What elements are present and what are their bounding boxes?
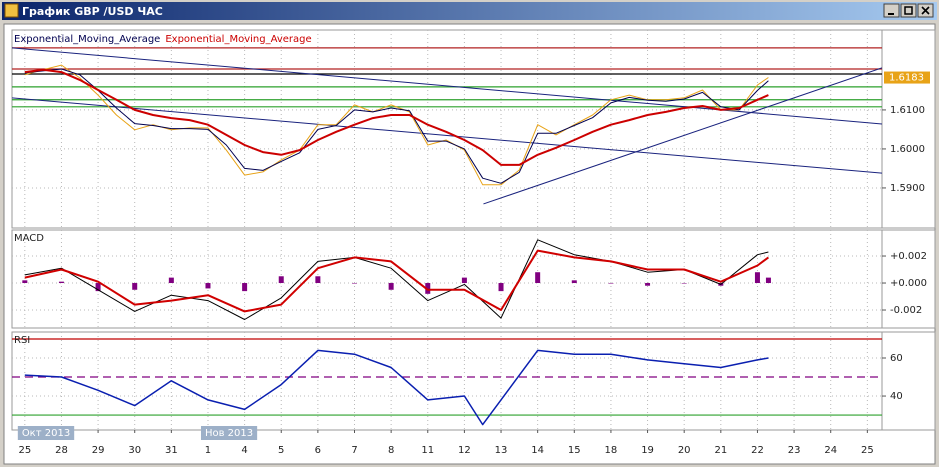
x-tick-label: 5 (278, 445, 284, 456)
plot (12, 30, 882, 228)
series-line (24, 249, 769, 313)
x-tick-label: 7 (351, 445, 357, 456)
period-badge (17, 426, 75, 440)
panel-title: MACD (14, 233, 44, 244)
histogram-bar (571, 280, 577, 284)
plot (12, 332, 882, 430)
window-icon (4, 3, 19, 18)
histogram-bar (278, 276, 284, 284)
y-tick-label: +0.000 (890, 278, 927, 289)
period-label: Нов 2013 (205, 428, 253, 439)
histogram-bar (765, 277, 771, 284)
histogram-bar (645, 283, 651, 286)
x-tick-label: 1 (205, 445, 211, 456)
histogram-bar (754, 272, 760, 284)
histogram-bar (681, 283, 687, 284)
histogram-bar (132, 283, 138, 290)
y-tick-label: 1.5900 (890, 183, 925, 194)
x-tick-label: 18 (605, 445, 618, 456)
x-tick-label: 21 (714, 445, 727, 456)
x-tick-label: 25 (18, 445, 31, 456)
x-tick-label: 22 (751, 445, 764, 456)
histogram-bar (388, 283, 394, 290)
x-tick-label: 20 (678, 445, 691, 456)
histogram-bar (352, 283, 358, 284)
histogram-bar (315, 276, 321, 284)
x-tick-label: 15 (568, 445, 581, 456)
histogram-bar (461, 277, 467, 284)
y-tick-label: +0.002 (890, 251, 927, 262)
window-title: График GBP /USD ЧАС (22, 5, 163, 18)
title-bar (2, 2, 937, 20)
close-glyph (921, 6, 930, 15)
histogram-bar (95, 283, 101, 292)
y-tick-label: 60 (890, 353, 903, 364)
histogram-bar (205, 283, 211, 289)
axis-frame (881, 331, 936, 431)
y-tick-label: 1.6000 (890, 144, 925, 155)
x-tick-label: 13 (495, 445, 508, 456)
maximize-button[interactable] (900, 3, 917, 18)
histogram-bar (242, 283, 248, 292)
x-tick-label: 8 (388, 445, 394, 456)
x-tick-label: 19 (641, 445, 654, 456)
legend-entry: Exponential_Moving_Average (165, 34, 311, 45)
x-tick-label: 12 (458, 445, 471, 456)
x-tick-label: 6 (315, 445, 321, 456)
x-tick-label: 31 (165, 445, 178, 456)
panel-title: RSI (14, 335, 30, 346)
histogram-bar (425, 283, 431, 294)
minimize-button[interactable] (883, 3, 900, 18)
x-tick-label: 11 (421, 445, 434, 456)
x-tick-label: 23 (788, 445, 801, 456)
plot (12, 230, 882, 328)
chart-area (3, 23, 936, 465)
x-tick-label: 29 (92, 445, 105, 456)
y-tick-label: -0.002 (890, 305, 922, 316)
trend-line (12, 47, 882, 125)
x-tick-label: 24 (824, 445, 837, 456)
last-price-label: 1.6183 (889, 73, 924, 84)
maximize-glyph (904, 6, 913, 15)
x-tick-label: 25 (861, 445, 874, 456)
histogram-bar (22, 280, 28, 284)
axis-frame (881, 229, 936, 329)
x-tick-label: 30 (128, 445, 141, 456)
trend-line (483, 67, 882, 205)
y-tick-label: 40 (890, 391, 903, 402)
x-tick-label: 28 (55, 445, 68, 456)
period-label: Окт 2013 (22, 428, 70, 439)
histogram-bar (58, 281, 64, 284)
x-tick-label: 14 (531, 445, 544, 456)
series-line (24, 68, 769, 166)
histogram-bar (168, 277, 174, 284)
series-line (24, 68, 769, 184)
last-price-box (884, 71, 930, 84)
x-tick-label: 4 (241, 445, 247, 456)
legend-entry: Exponential_Moving_Average (14, 34, 160, 45)
y-tick-label: 1.6100 (890, 105, 925, 116)
trend-line (12, 97, 882, 174)
histogram-bar (498, 283, 504, 292)
window-buttons[interactable] (883, 3, 934, 18)
histogram-bar (608, 283, 614, 284)
histogram-bar (535, 272, 541, 284)
period-badge (200, 426, 258, 440)
series-line (24, 349, 769, 426)
axis-frame (881, 29, 936, 229)
